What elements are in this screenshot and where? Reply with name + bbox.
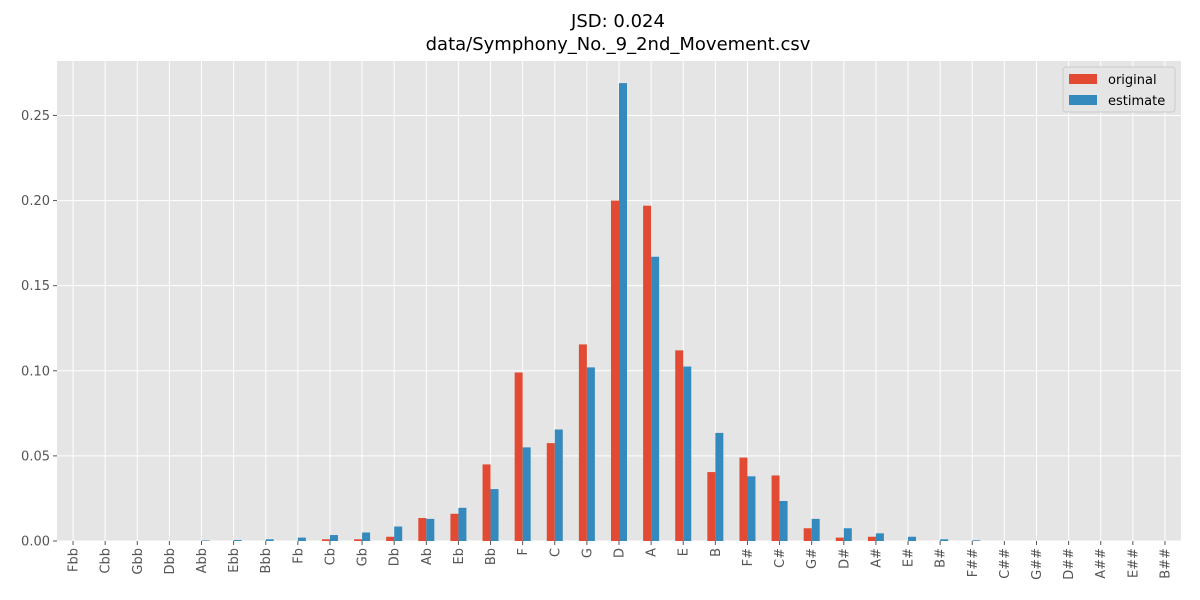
bar-estimate-Eb xyxy=(458,507,467,541)
x-tick-label: Cbb xyxy=(99,548,114,574)
bar-original-D# xyxy=(835,537,844,541)
x-tick-label: G xyxy=(580,548,595,558)
y-tick-label: 0.10 xyxy=(21,364,50,379)
bar-original-D xyxy=(611,200,619,541)
y-tick-label: 0.25 xyxy=(21,109,50,124)
x-tick-label: B xyxy=(709,548,724,557)
x-tick-label: Abb xyxy=(195,548,210,573)
x-tick-label: F# xyxy=(741,548,756,566)
x-tick-label: Bb xyxy=(484,548,499,565)
x-tick-label: E xyxy=(677,548,692,556)
legend: original estimate xyxy=(1062,66,1176,113)
bar-estimate-G# xyxy=(811,518,820,541)
x-tick-label: F xyxy=(516,548,531,555)
bar-estimate-Ebb xyxy=(233,539,242,541)
bar-estimate-Gb xyxy=(362,532,371,541)
bar-estimate-A xyxy=(651,256,660,541)
bar-original-A# xyxy=(867,536,876,541)
x-tick-label: Fbb xyxy=(67,548,82,572)
legend-label-estimate: estimate xyxy=(1108,94,1165,109)
bar-estimate-B# xyxy=(940,539,949,541)
y-tick-label: 0.15 xyxy=(21,279,50,294)
x-tick-label: A## xyxy=(1094,548,1109,579)
bar-original-Eb xyxy=(450,513,459,541)
x-tick-label: G# xyxy=(805,548,820,569)
bar-original-G# xyxy=(803,528,812,541)
x-tick-label: Cb xyxy=(323,548,338,565)
x-tick-label: E## xyxy=(1126,548,1141,578)
bar-estimate-Ab xyxy=(426,518,435,541)
bar-original-A xyxy=(643,205,652,541)
chart-title-line-1: JSD: 0.024 xyxy=(571,11,665,32)
bar-estimate-F xyxy=(522,447,531,541)
bar-estimate-F## xyxy=(972,540,981,541)
bar-original-Ab xyxy=(418,518,427,541)
x-tick-label: Gbb xyxy=(131,548,146,575)
x-tick-label: Gb xyxy=(356,548,371,566)
x-tick-label: Eb xyxy=(452,548,467,564)
bar-original-Bb xyxy=(482,464,491,541)
bar-estimate-Db xyxy=(394,526,403,541)
x-tick-label: Db xyxy=(388,548,403,566)
bar-original-Db xyxy=(386,536,395,541)
x-tick-label: A xyxy=(645,548,660,557)
bar-original-Gb xyxy=(354,539,363,541)
legend-swatch-estimate xyxy=(1069,95,1097,105)
bar-estimate-Fb xyxy=(297,537,306,541)
bar-estimate-F# xyxy=(747,476,756,541)
bar-original-F# xyxy=(739,457,748,541)
bar-original-C xyxy=(546,443,555,541)
x-tick-label: C xyxy=(548,548,563,557)
bar-estimate-C xyxy=(554,429,563,541)
bar-original-C# xyxy=(771,475,780,541)
x-tick-label: D## xyxy=(1062,548,1077,580)
legend-swatch-original xyxy=(1069,74,1097,84)
y-tick-label: 0.00 xyxy=(21,535,50,550)
x-tick-label: Fb xyxy=(291,548,306,564)
bar-original-Cb xyxy=(321,539,330,541)
bar-original-G xyxy=(578,344,587,541)
x-tick-label: F## xyxy=(966,548,981,577)
x-tick-label: G## xyxy=(1030,548,1045,580)
bar-estimate-Cb xyxy=(329,535,338,541)
bar-estimate-D xyxy=(619,83,627,542)
bar-original-E xyxy=(675,350,684,541)
x-tick-label: Bbb xyxy=(259,548,274,573)
x-tick-label: E# xyxy=(902,548,917,567)
x-tick-label: Dbb xyxy=(163,548,178,575)
bar-estimate-E# xyxy=(908,536,917,541)
x-tick-label: Ebb xyxy=(227,548,242,573)
x-tick-label: C# xyxy=(773,548,788,568)
bar-original-F xyxy=(514,372,523,541)
bar-estimate-B xyxy=(715,432,724,541)
bar-estimate-Bb xyxy=(490,489,499,541)
x-tick-label: D xyxy=(613,548,628,558)
x-tick-label: D# xyxy=(837,548,852,569)
bar-estimate-E xyxy=(683,366,692,541)
bar-estimate-Abb xyxy=(201,540,210,541)
x-tick-label: C## xyxy=(998,548,1013,579)
x-tick-label: B# xyxy=(934,548,949,568)
bar-estimate-Bbb xyxy=(265,539,274,541)
y-tick-label: 0.05 xyxy=(21,449,50,464)
x-tick-label: A# xyxy=(869,548,884,568)
x-tick-label: Ab xyxy=(420,548,435,565)
bar-original-B xyxy=(707,472,716,541)
chart-title-line-2: data/Symphony_No._9_2nd_Movement.csv xyxy=(425,34,811,55)
bar-estimate-D# xyxy=(843,528,852,541)
legend-label-original: original xyxy=(1108,73,1157,88)
bar-estimate-G xyxy=(586,367,595,541)
y-tick-label: 0.20 xyxy=(21,194,50,209)
bar-estimate-C# xyxy=(779,501,788,541)
x-tick-label: B## xyxy=(1158,548,1173,579)
bar-estimate-A# xyxy=(875,533,884,541)
